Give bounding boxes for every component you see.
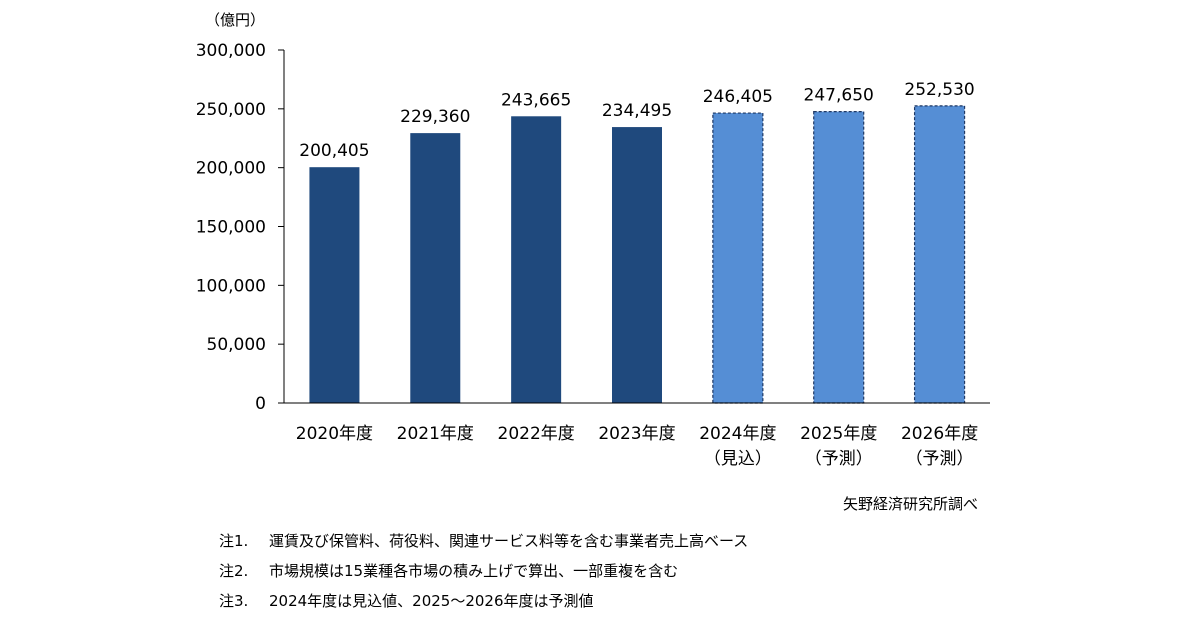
y-tick-label: 200,000 — [196, 159, 266, 179]
y-axis-unit-label: （億円） — [205, 11, 265, 29]
bar-projected — [712, 112, 764, 404]
data-label: 200,405 — [299, 141, 369, 161]
data-label: 246,405 — [703, 87, 773, 107]
y-tick-label: 100,000 — [196, 276, 266, 296]
data-label: 234,495 — [602, 101, 672, 121]
data-labels-group: 200,405 229,360 243,665 234,495 246,405 247,6… — [299, 80, 974, 161]
bar-actual — [511, 116, 562, 404]
category-label: 2020年度 — [296, 424, 373, 444]
note-3: 注3. 2024年度は見込値、2025～2026年度は予測値 — [219, 586, 748, 616]
y-tick-label: 150,000 — [196, 218, 266, 238]
bar-actual — [309, 167, 360, 403]
data-label: 247,650 — [804, 86, 874, 106]
note-2: 注2. 市場規模は15業種各市場の積み上げで算出、一部重複を含む — [219, 556, 748, 586]
notes-block: 注1. 運賃及び保管料、荷役料、関連サービス料等を含む事業者売上高ベース 注2.… — [219, 526, 748, 616]
data-label: 252,530 — [904, 80, 974, 100]
bars-group — [309, 105, 966, 404]
bar-chart: （億円） 0 50,000 100,000 150,000 200,000 250,000… — [196, 11, 990, 469]
note-3-key: 注3. — [219, 592, 249, 610]
y-tick-label: 50,000 — [207, 335, 266, 355]
data-label: 243,665 — [501, 90, 571, 110]
bar-projected — [813, 110, 865, 404]
category-label: 2023年度 — [598, 424, 675, 444]
note-1-text: 運賃及び保管料、荷役料、関連サービス料等を含む事業者売上高ベース — [269, 532, 749, 550]
note-1: 注1. 運賃及び保管料、荷役料、関連サービス料等を含む事業者売上高ベース — [219, 526, 748, 556]
y-tick-label: 0 — [255, 394, 266, 414]
data-label: 229,360 — [400, 107, 470, 127]
note-1-key: 注1. — [219, 532, 249, 550]
note-3-text: 2024年度は見込値、2025～2026年度は予測値 — [269, 592, 594, 610]
y-ticks-group: 0 50,000 100,000 150,000 200,000 250,000 300,0… — [196, 41, 284, 414]
source-credit: 矢野経済研究所調べ — [842, 495, 978, 513]
category-labels-group: 2020年度 2021年度 2022年度 2023年度 2024年度 （見込） 2025年度… — [296, 424, 978, 469]
y-tick-label: 300,000 — [196, 41, 266, 61]
category-sublabel: （予測） — [805, 449, 873, 469]
note-2-key: 注2. — [219, 562, 249, 580]
category-label: 2021年度 — [397, 424, 474, 444]
category-sublabel: （見込） — [704, 449, 772, 469]
bar-actual — [612, 127, 662, 404]
bar-projected — [913, 105, 966, 404]
category-label: 2022年度 — [498, 424, 575, 444]
category-label: 2025年度 — [800, 424, 877, 444]
y-tick-label: 250,000 — [196, 100, 266, 120]
category-sublabel: （予測） — [906, 449, 974, 469]
note-2-text: 市場規模は15業種各市場の積み上げで算出、一部重複を含む — [269, 562, 679, 580]
category-label: 2026年度 — [901, 424, 978, 444]
bar-actual — [410, 133, 461, 403]
category-label: 2024年度 — [699, 424, 776, 444]
